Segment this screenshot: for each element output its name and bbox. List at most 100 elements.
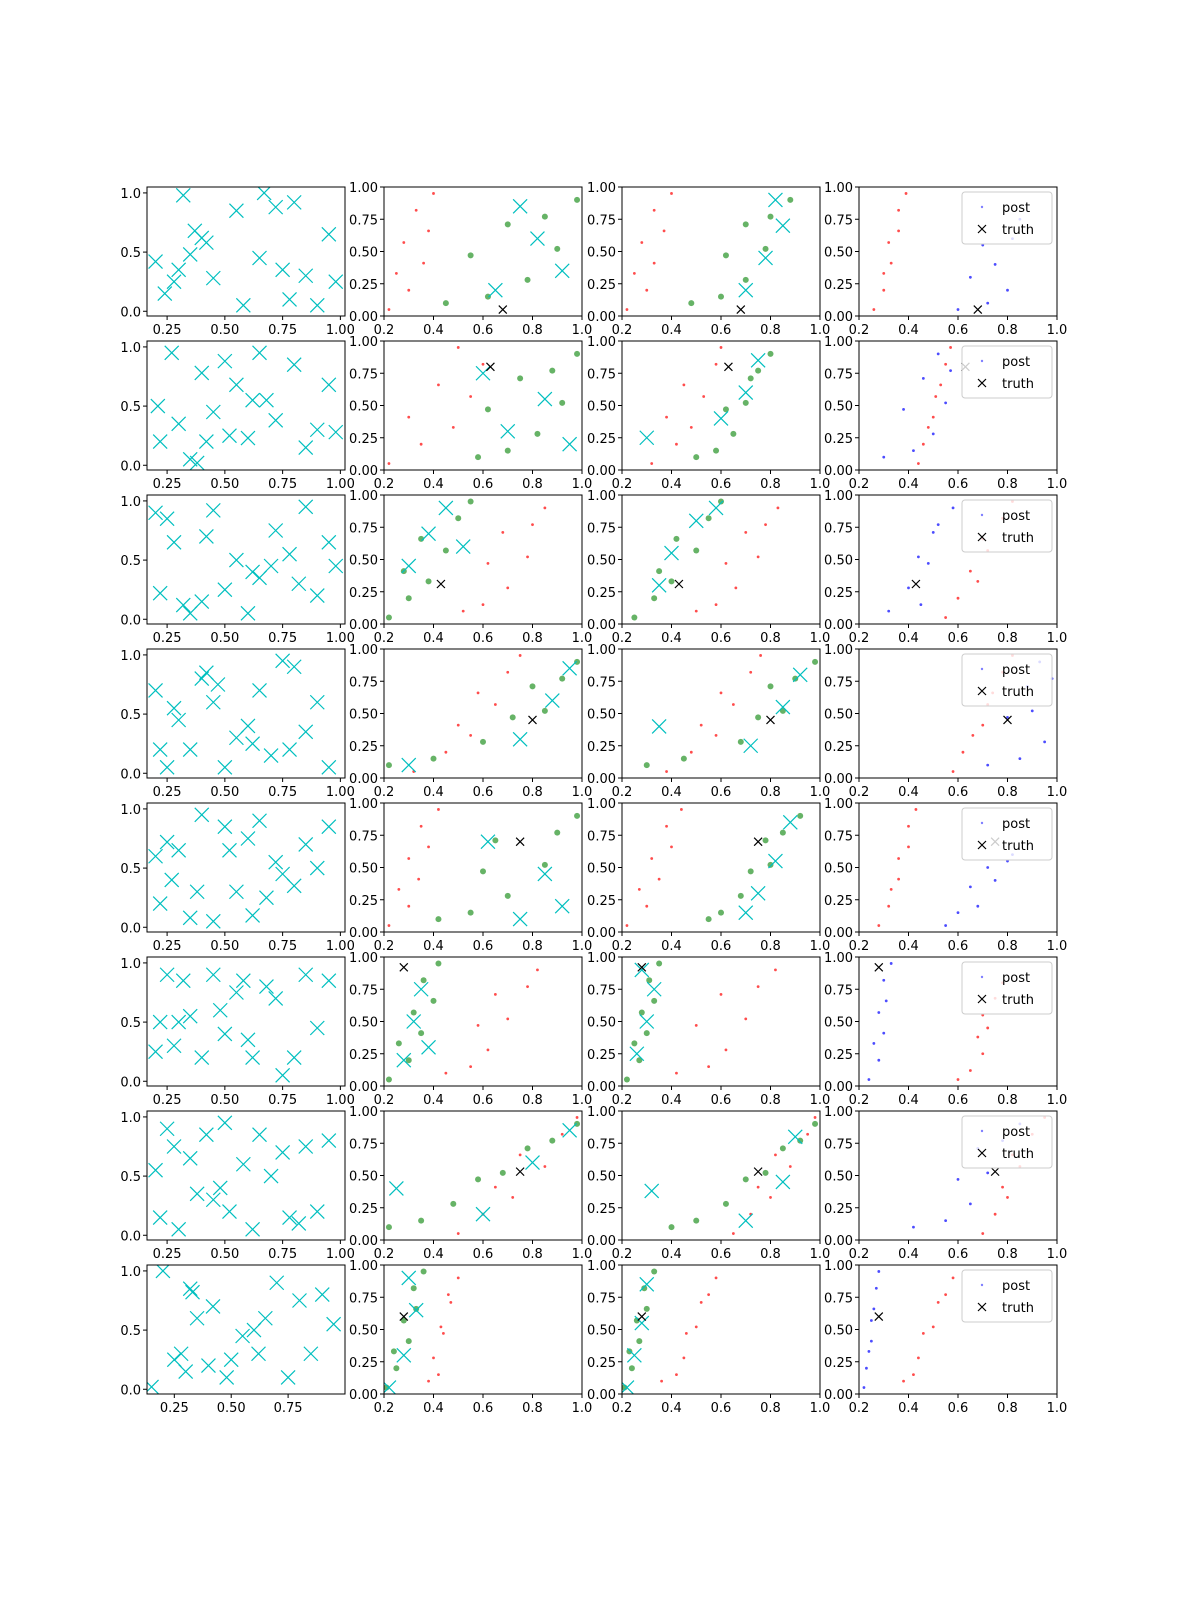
point: [944, 401, 948, 405]
x-marker: [240, 1032, 256, 1048]
legend-label: post: [1002, 971, 1030, 986]
point: [744, 1017, 748, 1021]
y-tick-label: 1.00: [587, 1105, 616, 1120]
x-tick-label: 0.6: [948, 1401, 969, 1416]
point: [944, 924, 948, 927]
x-marker: [286, 357, 302, 373]
legend-label: truth: [1002, 685, 1034, 700]
x-tick-label: 0.8: [522, 323, 543, 338]
x-tick-label: 0.4: [898, 939, 919, 954]
point: [414, 208, 418, 212]
point: [574, 196, 581, 203]
point: [688, 300, 695, 307]
x-tick-label: 1.0: [810, 477, 831, 492]
point: [787, 196, 794, 203]
x-marker: [309, 1020, 325, 1036]
plot-area: [625, 808, 804, 927]
y-tick-label: 1.0: [120, 957, 141, 972]
point: [469, 734, 473, 737]
point: [776, 506, 780, 510]
point: [499, 1169, 506, 1176]
x-marker: [275, 1067, 291, 1083]
x-tick-label: 0.2: [849, 1401, 870, 1416]
x-marker: [743, 738, 759, 754]
subplot: 0.2 0.4 0.6 0.8 1.0 0.00 0.25 0.50 0.75 1.00 post t…: [824, 643, 1067, 800]
subplot: 0.2 0.4 0.6 0.8 1.0 0.00 0.25 0.50 0.75 1.00: [349, 181, 592, 338]
point: [714, 1276, 718, 1280]
point: [574, 350, 581, 357]
point: [407, 904, 411, 908]
x-marker: [159, 1121, 175, 1137]
x-tick-label: 0.6: [948, 631, 969, 646]
x-tick-label: 0.8: [522, 477, 543, 492]
x-marker: [515, 1167, 525, 1177]
y-tick-label: 0.75: [349, 213, 378, 228]
point: [511, 1196, 515, 1199]
legend-label: post: [1002, 201, 1030, 216]
point: [897, 857, 900, 860]
x-tick-label: 1.00: [326, 631, 355, 646]
point: [405, 595, 412, 602]
x-marker: [637, 1312, 647, 1322]
point: [419, 442, 423, 446]
point: [646, 977, 653, 984]
x-marker: [152, 434, 168, 450]
subplot: 0.2 0.4 0.6 0.8 1.0 0.00 0.25 0.50 0.75 1.00: [349, 951, 592, 1108]
x-marker: [275, 1144, 291, 1160]
y-tick-label: 0.25: [587, 894, 616, 909]
x-tick-label: 0.4: [898, 631, 919, 646]
x-tick-label: 1.0: [572, 785, 593, 800]
y-tick-label: 1.00: [824, 951, 853, 966]
point: [549, 367, 556, 374]
point: [693, 1217, 700, 1224]
legend-label: post: [1002, 663, 1030, 678]
point: [872, 1042, 876, 1045]
y-tick-label: 0.25: [587, 1202, 616, 1217]
y-tick-label: 1.00: [824, 643, 853, 658]
y-tick-label: 1.00: [824, 489, 853, 504]
x-marker: [738, 1213, 754, 1229]
x-tick-label: 1.00: [326, 939, 355, 954]
y-tick-label: 0.00: [587, 618, 616, 633]
x-tick-label: 0.2: [374, 1401, 395, 1416]
point: [956, 1078, 960, 1081]
x-marker: [268, 199, 284, 215]
x-tick-label: 0.2: [374, 785, 395, 800]
plot-area: [150, 345, 344, 470]
point: [764, 523, 767, 527]
x-marker: [189, 884, 205, 900]
x-marker: [562, 436, 578, 452]
x-tick-label: 0.50: [210, 323, 239, 338]
x-tick-label: 0.75: [268, 1247, 297, 1262]
x-tick-label: 1.0: [810, 785, 831, 800]
point: [636, 1338, 643, 1345]
x-tick-label: 0.4: [661, 1401, 682, 1416]
x-marker: [275, 866, 291, 882]
point: [931, 1325, 935, 1329]
x-marker: [201, 1358, 216, 1374]
point: [541, 707, 548, 714]
point: [877, 1011, 881, 1014]
subplot: 0.25 0.50 0.75 1.00 0.0 0.5 1.0: [120, 648, 355, 800]
point: [897, 229, 900, 233]
legend-marker: [980, 359, 984, 363]
y-tick-label: 0.0: [120, 767, 141, 782]
y-tick-label: 0.25: [349, 586, 378, 601]
y-tick-label: 0.0: [120, 305, 141, 320]
x-tick-label: 0.8: [522, 631, 543, 646]
point: [722, 1200, 729, 1207]
x-marker: [205, 502, 221, 518]
x-tick-label: 0.6: [948, 477, 969, 492]
point: [673, 535, 680, 542]
x-marker: [644, 1183, 660, 1199]
x-marker: [217, 1115, 233, 1131]
plot-area: [387, 192, 581, 314]
y-tick-label: 0.75: [824, 983, 853, 998]
y-tick-label: 0.25: [587, 432, 616, 447]
x-marker: [629, 1046, 645, 1062]
x-tick-label: 1.00: [326, 1093, 355, 1108]
axes-frame: [621, 956, 821, 1087]
x-marker: [212, 1180, 228, 1196]
axes-frame: [146, 340, 346, 471]
x-marker: [252, 1127, 267, 1143]
